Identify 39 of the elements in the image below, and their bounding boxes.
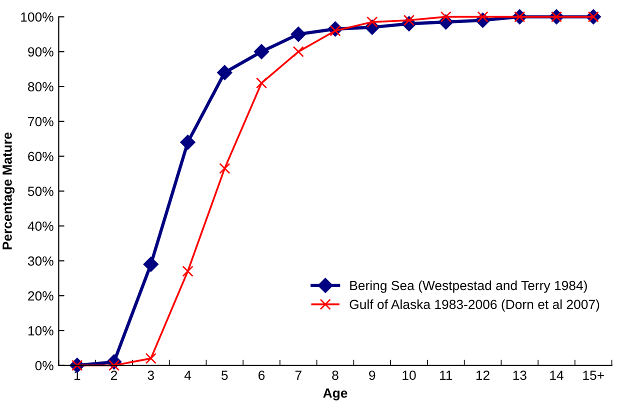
x-axis-title: Age: [323, 388, 348, 400]
x-tick-label: 15+: [583, 370, 604, 380]
legend-label: Gulf of Alaska 1983-2006 (Dorn et al 2007): [350, 299, 600, 312]
point: [217, 65, 232, 80]
x-tick-label: 8: [332, 370, 338, 380]
x-tick-label: 6: [258, 370, 265, 380]
point: [145, 352, 156, 364]
y-axis-title: Percentage Mature: [2, 132, 15, 250]
point: [219, 162, 230, 174]
y-tick-label: 30%: [28, 256, 54, 266]
x-tick-label: 5: [222, 370, 228, 380]
y-tick-label: 50%: [28, 186, 54, 196]
y-tick-label: 90%: [28, 47, 54, 57]
point: [290, 26, 306, 42]
point: [292, 46, 304, 58]
point: [143, 256, 158, 272]
y-tick-label: 20%: [28, 291, 54, 301]
y-tick-label: 70%: [28, 116, 54, 126]
x-tick-label: 13: [513, 370, 526, 380]
point: [254, 44, 270, 60]
x-tick-label: 14: [550, 370, 564, 380]
x-tick-label: 12: [476, 370, 490, 380]
x-tick-label: 11: [440, 370, 452, 380]
x-tick-label: 3: [148, 370, 154, 380]
x-tick-label: 10: [402, 370, 416, 380]
y-tick-label: 80%: [28, 82, 54, 92]
point: [182, 266, 194, 277]
point: [256, 77, 268, 89]
point: [180, 134, 196, 150]
y-tick-label: 0%: [35, 360, 54, 370]
x-tick-label: 7: [295, 370, 302, 380]
y-tick-label: 100%: [21, 12, 54, 22]
y-tick-label: 10%: [28, 326, 54, 336]
x-tick-label: 2: [111, 370, 118, 380]
y-tick-label: 40%: [28, 222, 54, 231]
legend-label: Bering Sea (Westpestad and Terry 1984): [350, 280, 587, 293]
x-tick-label: 9: [369, 370, 376, 380]
x-tick-label: 4: [184, 370, 192, 380]
y-tick-label: 60%: [28, 152, 54, 162]
